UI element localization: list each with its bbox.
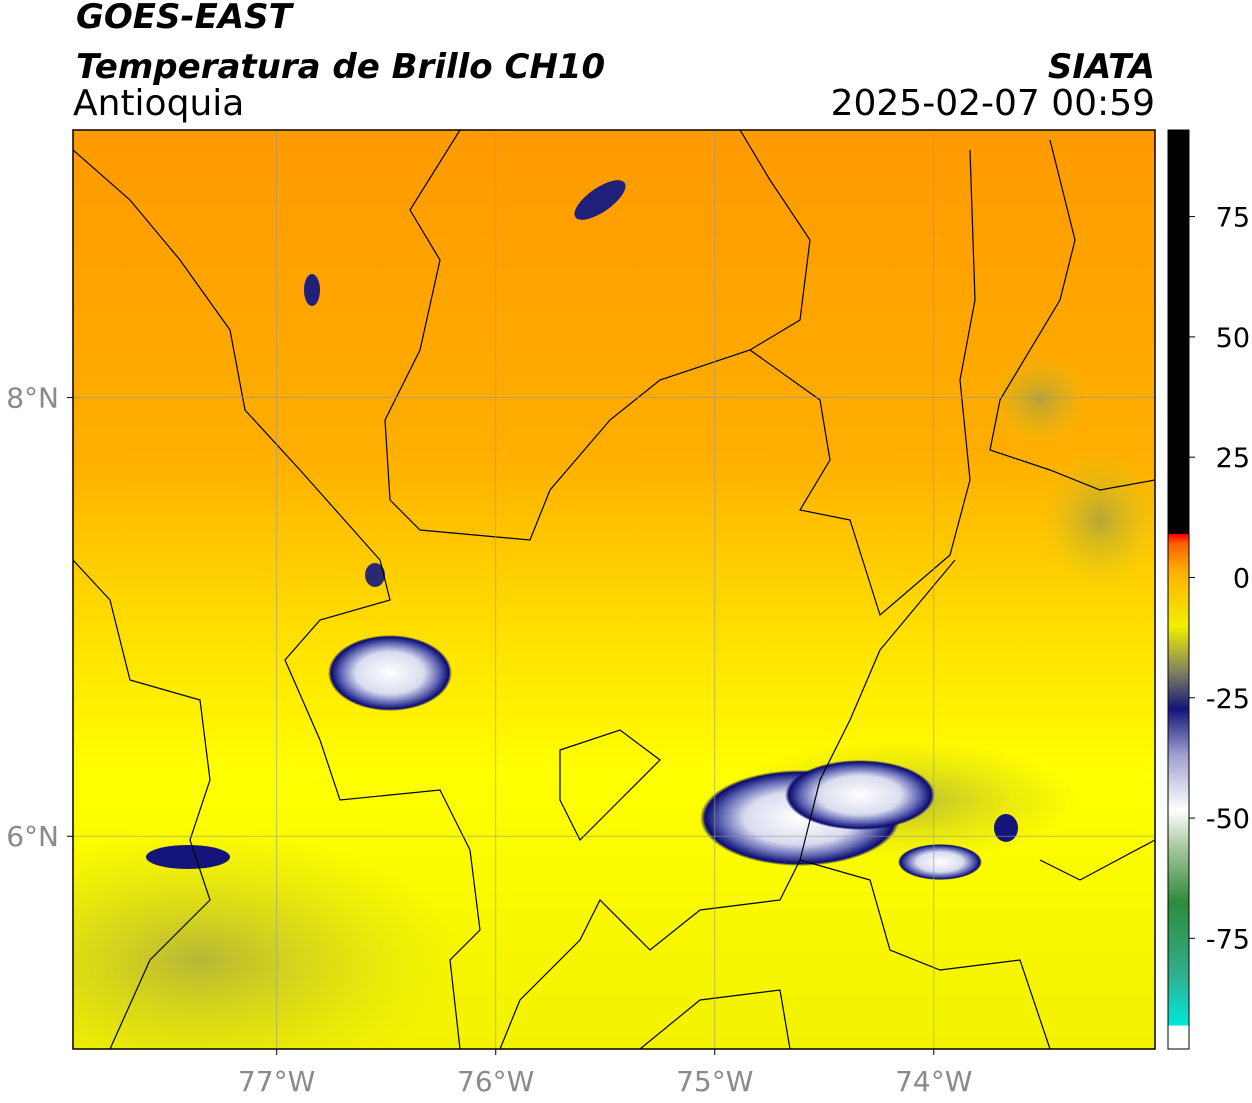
boundary	[73, 149, 481, 1049]
cloud	[304, 274, 320, 306]
region: Antioquia	[73, 83, 244, 124]
colorbar-tick-label: -25	[1206, 684, 1250, 715]
boundary	[559, 729, 661, 842]
cloud	[994, 814, 1018, 842]
gridlines	[73, 130, 1155, 1049]
timestamp: 2025-02-07 00:59	[831, 83, 1155, 124]
cloud	[785, 760, 935, 830]
cloud	[898, 844, 982, 880]
lon-tick-label: 77°W	[238, 1065, 315, 1098]
cloud	[365, 563, 385, 587]
subtitle: Temperatura de Brillo CH10	[76, 47, 605, 87]
colorbar	[1167, 129, 1190, 1050]
haze	[990, 355, 1090, 445]
lat-tick-label: 8°N	[6, 382, 59, 415]
cloud	[574, 180, 626, 220]
axis-labels: 77°W 76°W 75°W 74°W 8°N 6°N 75 50 25 0 -25 -50 -75	[6, 203, 1250, 1098]
boundary	[384, 130, 811, 541]
map-image	[73, 130, 1155, 1049]
lon-tick-label: 74°W	[895, 1065, 972, 1098]
boundary	[639, 989, 791, 1049]
map-frame	[72, 129, 1156, 1050]
source: SIATA	[1048, 47, 1155, 87]
lat-tick-label: 6°N	[6, 820, 59, 853]
lon-tick-label: 76°W	[457, 1065, 534, 1098]
boundary	[1039, 839, 1155, 881]
cloud	[328, 635, 452, 711]
haze	[73, 830, 460, 1049]
colorbar-tick-label: -50	[1206, 804, 1250, 835]
coastline	[73, 559, 211, 1049]
boundary	[499, 559, 956, 1049]
boundary	[989, 139, 1155, 491]
cloud	[146, 845, 230, 869]
boundary	[799, 859, 1051, 1049]
colorbar-tick-label: 75	[1216, 203, 1250, 234]
lon-tick-label: 75°W	[676, 1065, 753, 1098]
colorbar-tick-label: -75	[1206, 924, 1250, 955]
title: GOES-EAST	[76, 0, 295, 37]
colorbar-tick-label: 0	[1233, 563, 1250, 594]
haze	[1040, 450, 1155, 590]
colorbar-tick-label: 25	[1216, 443, 1250, 474]
colorbar-tick-label: 50	[1216, 323, 1250, 354]
boundary	[749, 149, 976, 617]
